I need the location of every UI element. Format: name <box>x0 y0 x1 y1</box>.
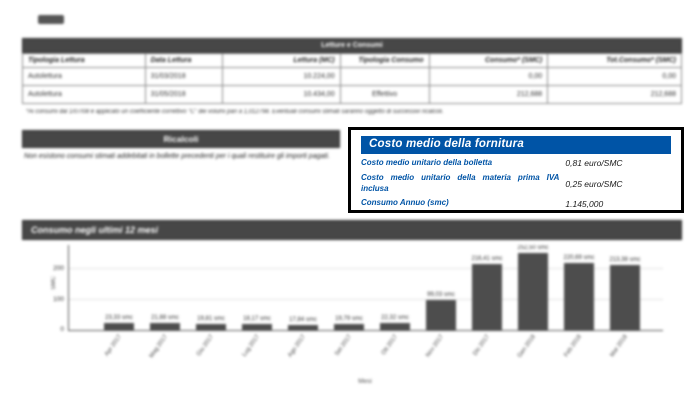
costo-row: Costo medio unitario della bolletta 0,81 … <box>361 158 671 169</box>
table-column-header: Tipologia Consumo <box>339 53 430 68</box>
bar-value-label: 213,38 smc <box>609 257 641 264</box>
x-tick-label: Ott 2017 <box>380 334 399 357</box>
bar-value-label: 19,79 smc <box>335 316 363 322</box>
costo-row: Consumo Annuo (smc) 1.145,000 <box>361 198 671 209</box>
chart-bar <box>334 324 364 330</box>
costo-row-value: 0,25 euro/SMC <box>565 178 623 189</box>
x-tick-label: Dic 2017 <box>472 334 491 357</box>
bar-value-label: 21,88 smc <box>151 315 179 322</box>
table-cell: Autolettura <box>22 85 146 104</box>
chart-bar <box>150 323 180 330</box>
bar-value-label: 19,81 smc <box>197 316 225 322</box>
letture-consumi-section: Letture e Consumi Tipologia Lettura Data … <box>22 38 682 104</box>
header-logo-mark <box>38 15 64 24</box>
bar-value-label: 99,03 smc <box>427 291 455 298</box>
table-cell: 10.224,00 <box>221 67 341 86</box>
chart-bar <box>196 324 226 330</box>
costo-row-value: 0,81 euro/SMC <box>565 158 623 169</box>
table-column-header: Lettura (MC) <box>221 53 341 68</box>
x-tick-label: Ago 2017 <box>287 334 307 359</box>
chart-bar <box>242 324 272 330</box>
chart-bar <box>518 253 548 330</box>
table-row: Autolettura 31/03/2018 10.224,00 0,00 0,00 <box>22 67 682 86</box>
table-cell: 0,00 <box>428 67 549 86</box>
bar-value-label: 22,32 smc <box>381 315 409 322</box>
y-tick-label: 200 <box>53 265 64 273</box>
table-header-row: Tipologia Lettura Data Lettura Lettura (MC… <box>22 53 682 68</box>
costo-row-value: 1.145,000 <box>565 198 604 209</box>
table-row: Autolettura 31/05/2018 10.434,00 Effettivo 2… <box>22 85 682 104</box>
x-tick-label: Apr 2017 <box>104 334 123 358</box>
ricalcoli-text: Non esistono consumi stimati addebitati … <box>24 153 330 160</box>
x-tick-label: Lug 2017 <box>241 334 261 358</box>
x-tick-label: Gen 2018 <box>516 334 537 360</box>
bar-value-label: 18,17 smc <box>243 316 271 323</box>
table-cell: 212,688 <box>428 85 549 104</box>
chart-bar <box>472 264 502 330</box>
chart-bar <box>610 265 640 330</box>
costo-medio-title: Costo medio della fornitura <box>361 136 671 154</box>
table-column-header: Consumo* (SMC) <box>428 53 549 68</box>
chart-plot: 23,33 smc 21,88 smc 19,81 smc 18,17 smc 17,8… <box>68 245 663 331</box>
bar-value-label: 23,33 smc <box>105 314 133 321</box>
x-tick-label: Nov 2017 <box>425 334 445 359</box>
bar-value-label: 220,69 smc <box>563 255 595 262</box>
table-column-header: Tipologia Lettura <box>22 53 146 68</box>
bar-value-label: 252,50 smc <box>517 245 549 252</box>
table-cell: 10.434,00 <box>221 85 341 104</box>
chart-title: Consumo negli ultimi 12 mesi <box>22 220 682 240</box>
chart-bar <box>564 263 594 330</box>
x-tick-label: Mar 2018 <box>609 334 629 359</box>
table-cell: 212,688 <box>547 85 682 104</box>
table-cell: Effettivo <box>339 85 430 104</box>
x-tick-label: Mag 2017 <box>148 334 169 360</box>
bar-value-label: 216,41 smc <box>471 256 503 263</box>
y-tick-label: 100 <box>53 295 64 303</box>
costo-medio-box: Costo medio della fornitura Costo medio … <box>348 127 684 213</box>
costo-row-label: Costo medio unitario della bolletta <box>361 158 493 167</box>
table-cell: Autolettura <box>22 67 146 86</box>
table-column-header: Tot.Consumo* (SMC) <box>547 53 682 68</box>
costo-row: Costo medio unitario della materia prima… <box>361 173 671 195</box>
x-tick-label: Set 2017 <box>334 334 353 358</box>
table-cell: 0,00 <box>547 67 682 86</box>
ricalcoli-section: Ricalcoli Non esistono consumi stimati a… <box>22 130 340 163</box>
chart-bar <box>288 324 318 330</box>
ricalcoli-title: Ricalcoli <box>22 130 340 148</box>
table-cell: 31/05/2018 <box>144 85 223 104</box>
x-tick-label: Feb 2018 <box>563 334 583 359</box>
bar-value-label: 17,84 smc <box>289 316 317 323</box>
costo-medio-rows: Costo medio unitario della bolletta 0,81 … <box>361 158 671 209</box>
table-cell: 31/03/2018 <box>144 67 223 86</box>
table-column-header: Data Lettura <box>144 53 223 68</box>
costo-row-label: Costo medio unitario della materia prima… <box>361 172 560 193</box>
costo-row-label: Consumo Annuo (smc) <box>361 198 449 208</box>
x-tick-label: Giu 2017 <box>196 334 215 358</box>
chart-bar <box>104 322 134 330</box>
letture-consumi-table: Tipologia Lettura Data Lettura Lettura (MC… <box>22 53 682 104</box>
table-cell <box>339 67 430 86</box>
chart-gridline <box>69 268 663 270</box>
consumption-chart: SMC 23,33 smc 21,88 smc 19,81 smc 18,17 smc… <box>22 238 682 396</box>
chart-bar <box>380 323 410 330</box>
chart-bar <box>426 299 456 330</box>
x-axis-label: Mesi <box>358 378 372 385</box>
chart-gridline <box>69 298 663 300</box>
table-footnote: *Ai consumi dal 1/07/08 è applicato un c… <box>26 109 444 115</box>
letture-consumi-title: Letture e Consumi <box>22 38 682 53</box>
y-tick-label: 0 <box>60 326 64 333</box>
